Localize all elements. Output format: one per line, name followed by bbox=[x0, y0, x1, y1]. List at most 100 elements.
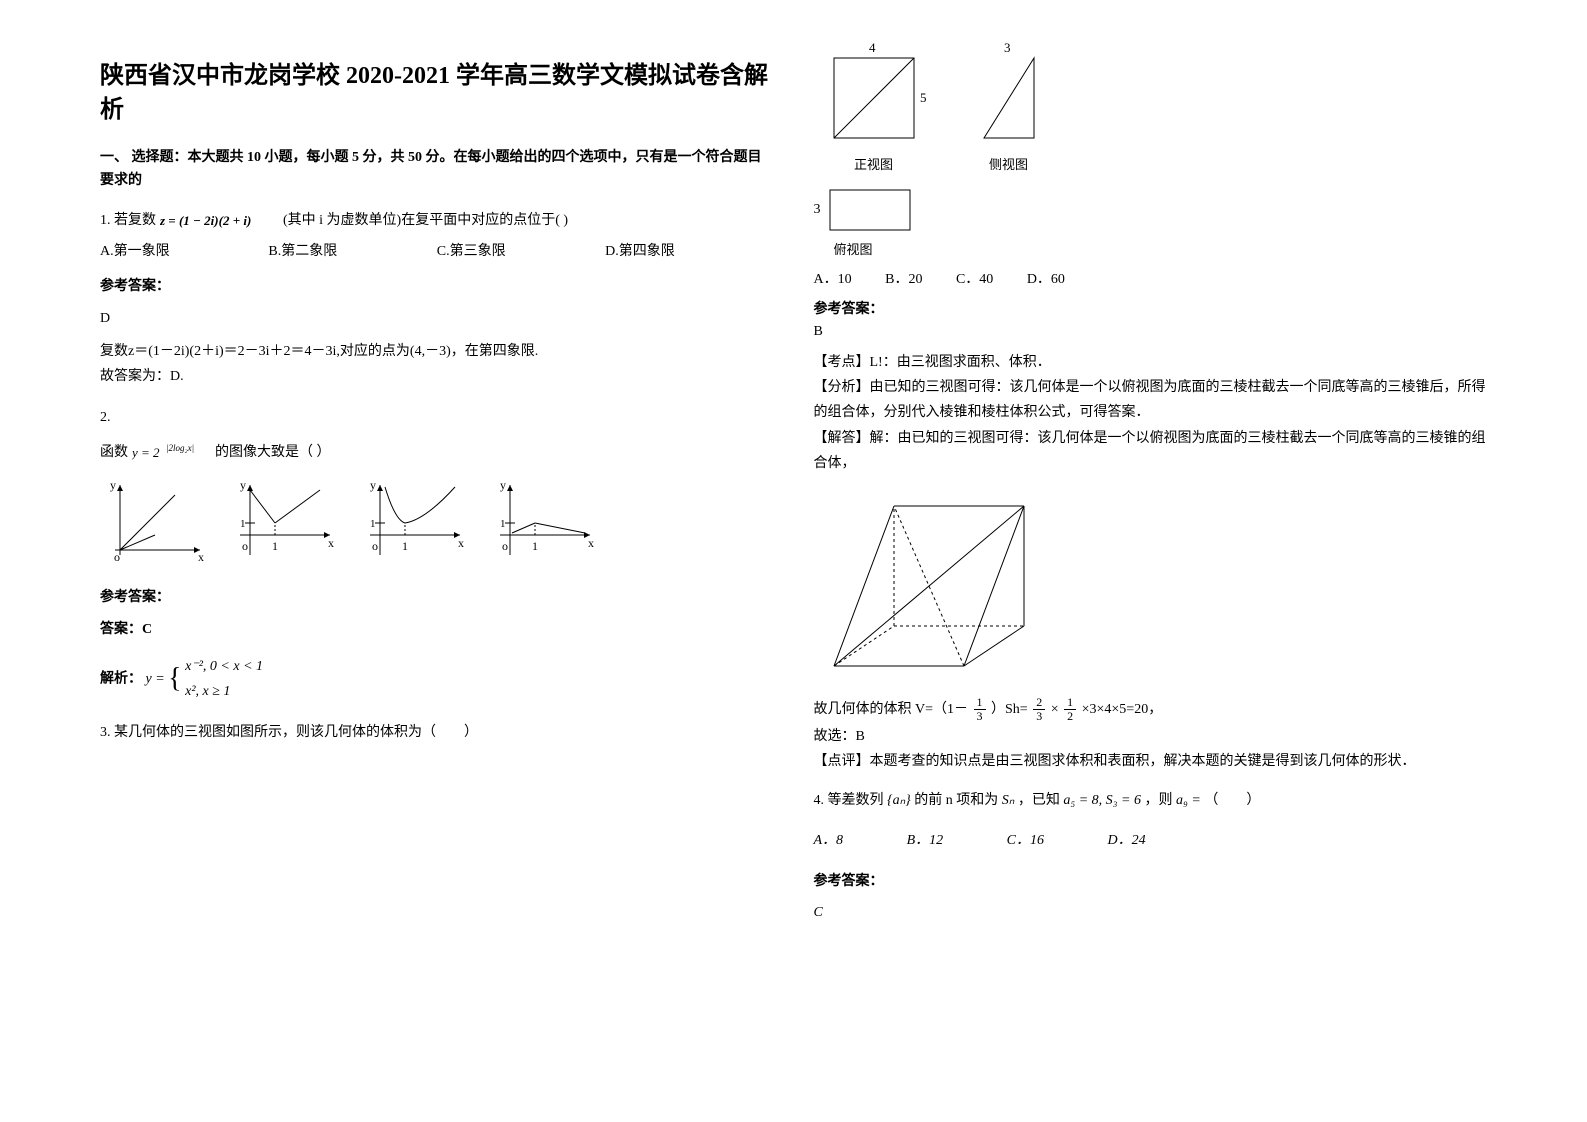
dim-3b: 3 bbox=[814, 202, 821, 218]
svg-text:o: o bbox=[242, 539, 248, 553]
q2-formula-image: y = 2 |2log₂x| bbox=[132, 443, 212, 463]
frac-2-3: 2 3 bbox=[1033, 696, 1045, 723]
svg-text:y: y bbox=[370, 478, 376, 492]
dim-5: 5 bbox=[920, 90, 927, 105]
dim-3a: 3 bbox=[1004, 40, 1011, 55]
q3-solid-figure bbox=[814, 486, 1488, 686]
top-view-label: 俯视图 bbox=[834, 239, 1488, 258]
q1-option-d: D.第四象限 bbox=[605, 239, 773, 264]
top-view-block: 3 俯视图 bbox=[814, 185, 1488, 258]
svg-text:1: 1 bbox=[272, 539, 278, 553]
q1-stem-prefix: 1. 若复数 bbox=[100, 213, 156, 228]
front-view-label: 正视图 bbox=[814, 154, 934, 173]
q2-piecewise-bot: x², x ≥ 1 bbox=[185, 679, 263, 704]
q3-answer-label: 参考答案： bbox=[814, 298, 1488, 318]
exam-title: 陕西省汉中市龙岗学校 2020-2021 学年高三数学文模拟试卷含解析 bbox=[100, 60, 774, 127]
q2-explain-label: 解析： bbox=[100, 671, 142, 686]
q4-suffix: （ ） bbox=[1204, 793, 1260, 808]
svg-text:1: 1 bbox=[240, 518, 246, 530]
q4-option-c: C．16 bbox=[1007, 828, 1044, 853]
dim-4: 4 bbox=[869, 40, 876, 55]
q2-stem-suffix: 的图像大致是（ ） bbox=[215, 445, 331, 460]
q3-vol-prefix: 故几何体的体积 V=（1－ bbox=[814, 702, 969, 717]
q1-stem-suffix: (其中 i 为虚数单位)在复平面中对应的点位于( ) bbox=[283, 213, 568, 228]
svg-text:1: 1 bbox=[500, 518, 506, 530]
right-column: 4 5 正视图 3 侧视图 3 bbox=[794, 40, 1528, 1082]
q3-option-c: C．40 bbox=[956, 268, 993, 288]
svg-text:1: 1 bbox=[402, 539, 408, 553]
svg-text:o: o bbox=[372, 539, 378, 553]
svg-text:x: x bbox=[198, 550, 204, 564]
q4-mid3: ，则 bbox=[1145, 793, 1173, 808]
q4-stem-prefix: 4. 等差数列 bbox=[814, 793, 884, 808]
svg-text:y = 2: y = 2 bbox=[132, 445, 160, 460]
front-view-svg: 4 5 bbox=[814, 40, 934, 150]
q3-option-d: D．60 bbox=[1027, 268, 1065, 288]
q4-answer: C bbox=[814, 900, 1488, 925]
svg-text:o: o bbox=[114, 550, 120, 564]
q1-explain-2: 故答案为：D. bbox=[100, 364, 774, 389]
q1-option-a: A.第一象限 bbox=[100, 239, 268, 264]
q4-seq: {aₙ} bbox=[887, 793, 911, 808]
svg-text:x: x bbox=[588, 536, 594, 550]
q3-option-b: B．20 bbox=[885, 268, 922, 288]
svg-text:1: 1 bbox=[532, 539, 538, 553]
q3-three-views: 4 5 正视图 3 侧视图 3 bbox=[814, 40, 1488, 258]
front-view-block: 4 5 正视图 bbox=[814, 40, 934, 173]
q3-stem: 3. 某几何体的三视图如图所示，则该几何体的体积为（ ） bbox=[100, 725, 478, 740]
q1-options: A.第一象限 B.第二象限 C.第三象限 D.第四象限 bbox=[100, 239, 774, 264]
q2-number: 2. bbox=[100, 405, 774, 430]
q3-volume-line: 故几何体的体积 V=（1－ 1 3 ）Sh= 2 3 × 1 2 ×3×4×5=… bbox=[814, 696, 1488, 724]
q4-options: A．8 B．12 C．16 D．24 bbox=[814, 828, 1488, 853]
q2-graph-d: y x o 1 1 bbox=[490, 475, 600, 565]
frac-1-3: 1 3 bbox=[974, 696, 986, 723]
q1-option-c: C.第三象限 bbox=[437, 239, 605, 264]
q3-answer: B bbox=[814, 324, 1488, 340]
side-view-svg: 3 bbox=[964, 40, 1054, 150]
q2-piecewise-prefix: y = bbox=[146, 671, 165, 686]
q1-option-b: B.第二象限 bbox=[268, 239, 436, 264]
q3-vol-suffix: ×3×4×5=20， bbox=[1082, 702, 1163, 717]
q1-explain-1: 复数z＝(1－2i)(2＋i)＝2－3i＋2＝4－3i,对应的点为(4,－3)，… bbox=[100, 339, 774, 364]
q1-answer: D bbox=[100, 306, 774, 331]
q4-answer-label: 参考答案： bbox=[814, 869, 1488, 894]
q4-cond2: a₉ = bbox=[1176, 793, 1201, 808]
side-view-label: 侧视图 bbox=[964, 154, 1054, 173]
q4-option-a: A．8 bbox=[814, 828, 844, 853]
q4-sn: Sₙ bbox=[1002, 793, 1015, 808]
q3-dianping: 【点评】本题考查的知识点是由三视图求体积和表面积，解决本题的关键是得到该几何体的… bbox=[814, 749, 1488, 774]
q2-graph-b: y x o 1 1 bbox=[230, 475, 340, 565]
q3-vol-mid2: × bbox=[1051, 702, 1059, 717]
svg-text:y: y bbox=[240, 478, 246, 492]
svg-text:o: o bbox=[502, 539, 508, 553]
q4-mid1: 的前 n 项和为 bbox=[914, 793, 998, 808]
svg-text:x: x bbox=[458, 536, 464, 550]
q2-stem-prefix: 函数 bbox=[100, 445, 128, 460]
question-3-stem: 3. 某几何体的三视图如图所示，则该几何体的体积为（ ） bbox=[100, 720, 774, 745]
frac-1-2: 1 2 bbox=[1064, 696, 1076, 723]
question-4: 4. 等差数列 {aₙ} 的前 n 项和为 Sₙ ，已知 a₅ = 8, S₃ … bbox=[814, 788, 1488, 925]
q2-answer-label: 参考答案： bbox=[100, 585, 774, 610]
svg-text:z = (1 − 2i)(2 + i): z = (1 − 2i)(2 + i) bbox=[160, 213, 251, 228]
q2-piecewise-top: x⁻², 0 < x < 1 bbox=[185, 654, 263, 679]
q4-cond1: a₅ = 8, S₃ = 6 bbox=[1063, 793, 1141, 808]
q3-option-a: A．10 bbox=[814, 268, 852, 288]
top-view-svg bbox=[825, 185, 925, 235]
q3-kaodian: 【考点】L!：由三视图求面积、体积． bbox=[814, 350, 1488, 375]
q4-option-d: D．24 bbox=[1107, 828, 1145, 853]
page: 陕西省汉中市龙岗学校 2020-2021 学年高三数学文模拟试卷含解析 一、 选… bbox=[0, 0, 1587, 1122]
question-1: 1. 若复数 z = (1 − 2i)(2 + i) (其中 i 为虚数单位)在… bbox=[100, 208, 774, 389]
q3-jieda: 【解答】解：由已知的三视图可得：该几何体是一个以俯视图为底面的三棱柱截去一个同底… bbox=[814, 426, 1488, 476]
q3-vol-mid1: ）Sh= bbox=[991, 702, 1028, 717]
left-column: 陕西省汉中市龙岗学校 2020-2021 学年高三数学文模拟试卷含解析 一、 选… bbox=[60, 40, 794, 1082]
q2-graph-a: y x o bbox=[100, 475, 210, 565]
q1-formula-image: z = (1 − 2i)(2 + i) bbox=[160, 212, 280, 230]
q2-answer-line: 答案：C bbox=[100, 617, 774, 642]
q2-piecewise: y = { x⁻², 0 < x < 1 x², x ≥ 1 bbox=[146, 654, 264, 704]
question-2: 2. 函数 y = 2 |2log₂x| 的图像大致是（ ） bbox=[100, 405, 774, 704]
q4-mid2: ，已知 bbox=[1018, 793, 1060, 808]
side-view-block: 3 侧视图 bbox=[964, 40, 1054, 173]
svg-text:|2log₂x|: |2log₂x| bbox=[166, 443, 194, 453]
q4-option-b: B．12 bbox=[907, 828, 944, 853]
svg-text:y: y bbox=[500, 478, 506, 492]
